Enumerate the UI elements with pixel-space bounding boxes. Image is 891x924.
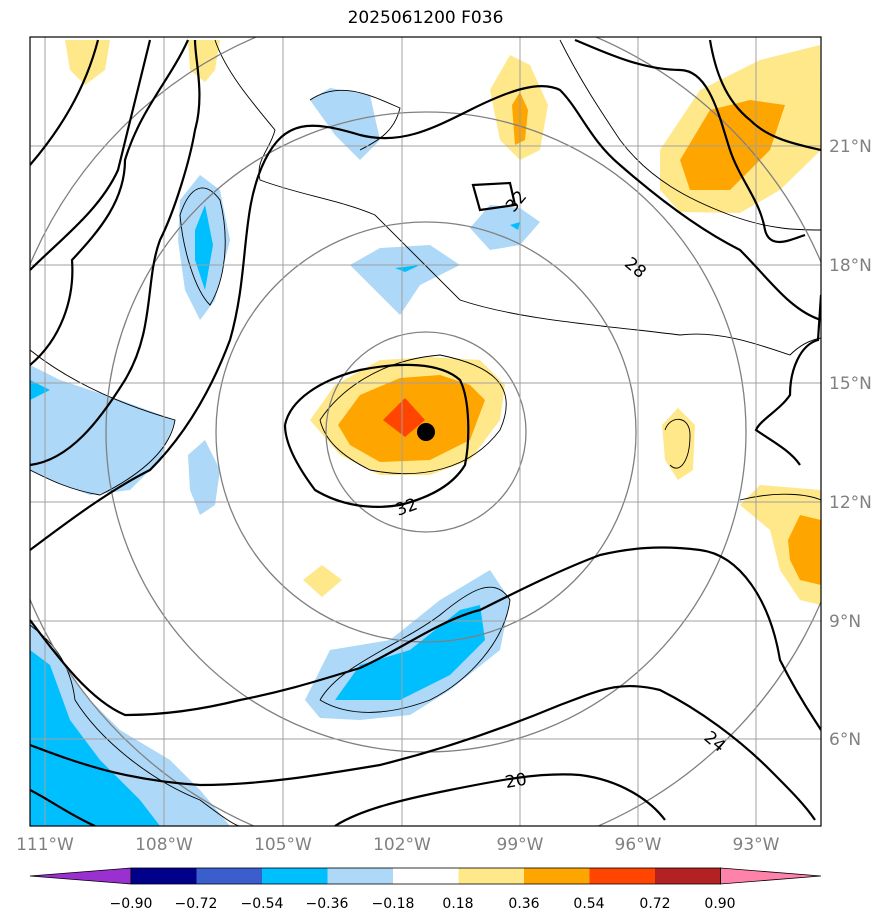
colorbar-segment — [196, 868, 263, 884]
colorbar-tick-label: −0.90 — [110, 896, 153, 912]
colorbar-segment — [524, 868, 590, 884]
positive-shading — [65, 40, 821, 605]
contour-label: 32 — [393, 495, 420, 521]
contour-label: 28 — [620, 254, 649, 283]
lon-tick-label: 105°W — [254, 835, 312, 855]
colorbar-segment — [458, 868, 525, 884]
contour-label: 20 — [504, 770, 529, 793]
lat-tick-label: 21°N — [829, 137, 872, 157]
gridlines — [30, 37, 821, 826]
colorbar-tick-label: −0.54 — [241, 896, 284, 912]
lat-tick-label: 15°N — [829, 374, 872, 394]
colorbar-tick-label: 0.18 — [442, 896, 473, 912]
coastlines — [30, 39, 821, 826]
lon-tick-labels: 111°W 108°W 105°W 102°W 99°W 96°W 93°W — [16, 835, 780, 855]
lon-tick-label: 102°W — [373, 835, 431, 855]
lat-tick-labels: 21°N 18°N 15°N 12°N 9°N 6°N — [829, 137, 872, 750]
colorbar-segment — [655, 868, 721, 884]
lon-tick-label: 93°W — [733, 835, 780, 855]
colorbar-extend-max — [720, 867, 822, 885]
lat-tick-label: 12°N — [829, 493, 872, 513]
lon-tick-label: 99°W — [497, 835, 544, 855]
lon-tick-label: 96°W — [615, 835, 662, 855]
colorbar-segment — [262, 868, 328, 884]
colorbar-segment — [327, 868, 394, 884]
colorbar-tick-label: 0.90 — [704, 896, 735, 912]
negative-shading — [30, 88, 540, 826]
storm-center-marker — [417, 423, 435, 441]
colorbar-tick-label: 0.72 — [639, 896, 670, 912]
colorbar-tick-label: −0.36 — [306, 896, 349, 912]
colorbar-tick-label: −0.18 — [372, 896, 415, 912]
map-title: 2025061200 F036 — [347, 8, 504, 28]
colorbar-tick-label: −0.72 — [175, 896, 218, 912]
colorbar — [29, 867, 822, 885]
colorbar-frame — [130, 867, 721, 885]
thick-contours — [30, 38, 821, 826]
map-frame — [29, 36, 822, 827]
colorbar-segment — [393, 868, 459, 884]
contour-labels: 32 28 32 24 20 — [393, 187, 729, 793]
colorbar-extend-min — [29, 867, 132, 885]
colorbar-segment — [589, 868, 656, 884]
lat-tick-label: 18°N — [829, 256, 872, 276]
lon-tick-label: 108°W — [135, 835, 193, 855]
map-area: 32 28 32 24 20 — [30, 37, 821, 826]
lat-tick-label: 6°N — [829, 730, 861, 750]
colorbar-segment — [131, 868, 197, 884]
lat-tick-label: 9°N — [829, 612, 861, 632]
colorbar-tick-label: 0.36 — [508, 896, 539, 912]
colorbar-tick-labels: −0.90 −0.72 −0.54 −0.36 −0.18 0.18 0.36 … — [110, 896, 736, 912]
lon-tick-label: 111°W — [16, 835, 74, 855]
colorbar-tick-label: 0.54 — [573, 896, 604, 912]
